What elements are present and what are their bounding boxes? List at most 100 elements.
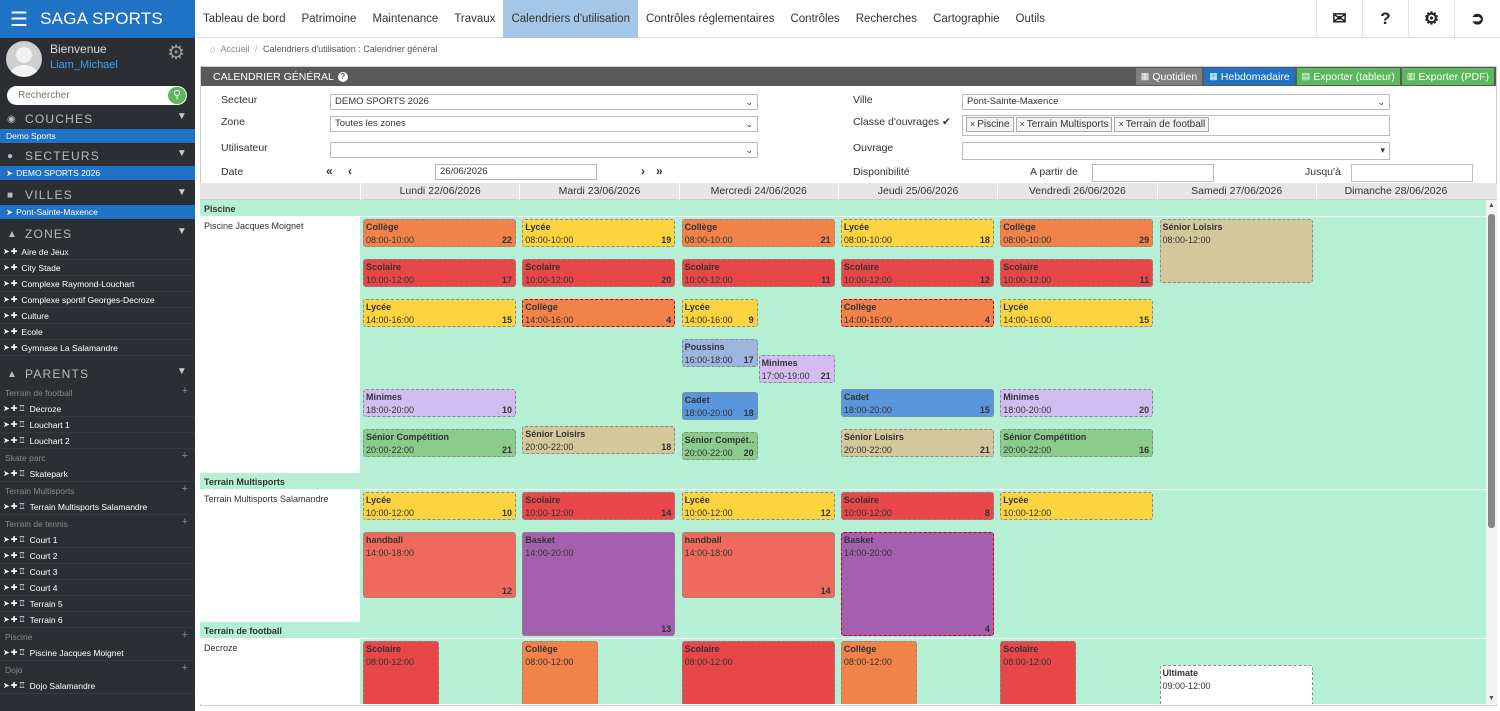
calendar-event[interactable]: Sénior Loisirs 08:00-12:00 — [1159, 219, 1313, 283]
panel-button[interactable]: ▦ Quotidien — [1135, 68, 1203, 85]
locate-plus-icon[interactable]: ➤✚ — [3, 295, 19, 304]
nav-item[interactable]: Cartographie — [933, 13, 1000, 25]
classe-tag[interactable]: × Terrain de football — [1114, 117, 1210, 132]
locate-plus-tree-icon[interactable]: ➤✚♖ — [3, 681, 27, 690]
parent-item[interactable]: ➤✚♖ Terrain 6 — [0, 612, 195, 628]
plus-icon[interactable]: + — [181, 483, 188, 495]
avatar[interactable] — [6, 41, 42, 77]
parent-item[interactable]: ➤✚♖ Court 3 — [0, 564, 195, 580]
secteur-select[interactable]: DEMO SPORTS 2026 ⌄ — [330, 94, 758, 110]
couche-selected[interactable]: Demo Sports — [0, 129, 195, 143]
ville-selected[interactable]: ➤ Pont-Sainte-Maxence — [0, 205, 195, 219]
parent-group[interactable]: Terrain Multisports + — [0, 482, 195, 499]
nav-item[interactable]: Maintenance — [372, 13, 439, 25]
date-input[interactable]: 26/06/2026 — [435, 164, 597, 180]
scroll-up-icon[interactable]: ▲ — [1488, 202, 1495, 209]
calendar-event[interactable]: Scolaire 10:00-12:00 11 — [1000, 259, 1154, 287]
object-name[interactable]: Piscine Jacques Moignet — [200, 217, 360, 473]
classe-multiselect[interactable]: × Piscine × Terrain Multisports × Terrain de … — [962, 115, 1390, 136]
calendar-event[interactable]: Scolaire 10:00-12:00 17 — [363, 259, 516, 287]
scroll-down-icon[interactable]: ▼ — [1488, 695, 1495, 702]
locate-plus-tree-icon[interactable]: ➤✚♖ — [3, 469, 27, 478]
remove-icon[interactable]: × — [1019, 119, 1025, 129]
calendar-event[interactable]: Scolaire 08:00-12:00 — [1000, 641, 1077, 704]
panel-button[interactable]: ▤ Exporter (tableur) — [1296, 68, 1400, 85]
parent-item[interactable]: ➤✚♖ Piscine Jacques Moignet — [0, 645, 195, 661]
calendar-event[interactable]: Sénior Loisirs 20:00-22:00 21 — [840, 429, 994, 457]
parent-item[interactable]: ➤✚♖ Court 4 — [0, 580, 195, 596]
calendar-event[interactable]: Scolaire 10:00-12:00 11 — [681, 259, 835, 287]
parent-item[interactable]: ➤✚♖ Decroze — [0, 401, 195, 417]
parent-item[interactable]: ➤✚♖ Louchart 1 — [0, 417, 195, 433]
plus-icon[interactable]: + — [181, 450, 188, 462]
gear-icon[interactable]: ⚙ — [167, 42, 185, 64]
calendar-event[interactable]: Basket 14:00-20:00 13 — [522, 532, 676, 636]
next-week-icon[interactable]: › — [641, 164, 645, 178]
menu-icon[interactable]: ☰ — [10, 8, 29, 31]
parent-item[interactable]: ➤✚♖ Court 2 — [0, 548, 195, 564]
classe-tag[interactable]: × Terrain Multisports — [1015, 117, 1113, 132]
calendar-event[interactable]: Poussins 16:00-18:00 17 — [681, 339, 758, 367]
calendar-event[interactable]: handball 14:00-18:00 14 — [681, 532, 835, 598]
help-icon[interactable]: ? — [1362, 0, 1408, 38]
calendar-event[interactable]: Collège 08:00-10:00 21 — [681, 219, 835, 247]
locate-plus-tree-icon[interactable]: ➤✚♖ — [3, 436, 27, 445]
calendar-event[interactable]: handball 14:00-18:00 12 — [363, 532, 516, 598]
calendar-event[interactable]: Lycée 08:00-10:00 18 — [840, 219, 994, 247]
plus-icon[interactable]: + — [181, 662, 188, 674]
calendar-scrollbar[interactable]: ▲ ▼ — [1486, 200, 1497, 704]
nav-item[interactable]: Contrôles réglementaires — [645, 13, 775, 25]
locate-plus-tree-icon[interactable]: ➤✚♖ — [3, 551, 27, 560]
parent-group[interactable]: Dojo + — [0, 661, 195, 678]
calendar-event[interactable]: Lycée 10:00-12:00 12 — [681, 492, 835, 520]
locate-plus-tree-icon[interactable]: ➤✚♖ — [3, 583, 27, 592]
scrollbar-thumb[interactable] — [1488, 214, 1495, 528]
zone-item[interactable]: ➤✚ Ecole — [0, 324, 195, 340]
locate-plus-tree-icon[interactable]: ➤✚♖ — [3, 648, 27, 657]
calendar-event[interactable]: Lycée 10:00-12:00 — [1000, 492, 1154, 520]
parent-item[interactable]: ➤✚♖ Dojo Salamandre — [0, 678, 195, 694]
calendar-event[interactable]: Sénior Loisirs 20:00-22:00 18 — [522, 425, 676, 454]
search-icon[interactable]: ⚲ — [168, 87, 186, 104]
parent-group[interactable]: Terrain de tennis + — [0, 515, 195, 532]
section-parents[interactable]: ▲ PARENTS ▼ — [0, 364, 195, 384]
locate-plus-icon[interactable]: ➤✚ — [3, 327, 19, 336]
locate-plus-tree-icon[interactable]: ➤✚♖ — [3, 502, 27, 511]
help-icon[interactable]: ? — [337, 71, 348, 82]
zone-item[interactable]: ➤✚ Complexe sportif Georges-Decroze — [0, 292, 195, 308]
calendar-event[interactable]: Lycée 08:00-10:00 19 — [522, 219, 676, 247]
parent-item[interactable]: ➤✚♖ Louchart 2 — [0, 433, 195, 449]
panel-button[interactable]: ▥ Exporter (PDF) — [1401, 68, 1494, 85]
calendar-event[interactable]: Sénior Compétition 20:00-22:00 21 — [363, 429, 516, 457]
calendar-event[interactable]: Minimes 18:00-20:00 20 — [1000, 389, 1154, 417]
nav-item[interactable]: Patrimoine — [301, 13, 357, 25]
remove-icon[interactable]: × — [1118, 119, 1124, 129]
object-name[interactable]: Terrain Multisports Salamandre — [200, 490, 360, 622]
locate-icon[interactable]: ➤ — [6, 167, 14, 178]
nav-item[interactable]: Travaux — [454, 13, 496, 25]
calendar-event[interactable]: Minimes 17:00-19:00 21 — [758, 355, 835, 383]
envelope-icon[interactable]: ✉ — [1316, 0, 1362, 38]
nav-item[interactable]: Recherches — [855, 13, 918, 25]
zone-item[interactable]: ➤✚ Gymnase La Salamandre — [0, 340, 195, 356]
locate-plus-tree-icon[interactable]: ➤✚♖ — [3, 404, 27, 413]
plus-icon[interactable]: + — [181, 629, 188, 641]
locate-plus-icon[interactable]: ➤✚ — [3, 263, 19, 272]
section-secteurs[interactable]: ● SECTEURS ▼ — [0, 146, 195, 166]
locate-plus-icon[interactable]: ➤✚ — [3, 343, 19, 352]
calendar-event[interactable]: Scolaire 10:00-12:00 20 — [522, 259, 676, 287]
parent-item[interactable]: ➤✚♖ Terrain Multisports Salamandre — [0, 499, 195, 515]
calendar-event[interactable]: Scolaire 10:00-12:00 14 — [522, 492, 676, 520]
calendar-event[interactable]: Scolaire 10:00-12:00 8 — [840, 492, 994, 520]
parent-group[interactable]: Skate parc + — [0, 449, 195, 466]
calendar-event[interactable]: Lycée 14:00-16:00 15 — [1000, 299, 1154, 327]
zone-select[interactable]: Toutes les zones ⌄ — [330, 116, 758, 132]
classe-tag[interactable]: × Piscine — [966, 117, 1014, 132]
plus-icon[interactable]: + — [181, 385, 188, 397]
chevron-down-icon[interactable]: ▼ — [176, 148, 188, 159]
calendar-event[interactable]: Lycée 14:00-16:00 15 — [363, 299, 516, 327]
settings-icon[interactable]: ⚙ — [1408, 0, 1454, 38]
